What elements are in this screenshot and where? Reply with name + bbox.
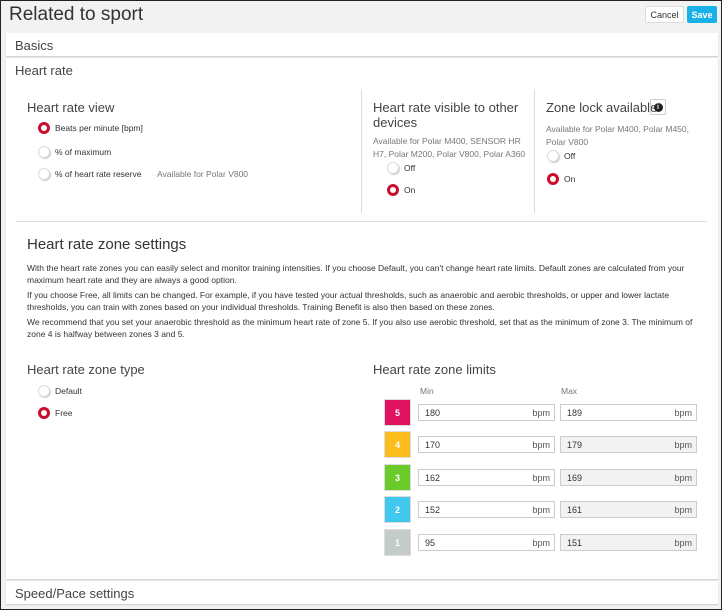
zone-lock-note: Available for Polar M400, Polar M450, Po… bbox=[546, 124, 690, 147]
basics-title[interactable]: Basics bbox=[15, 38, 54, 53]
info-button[interactable]: i bbox=[650, 99, 666, 115]
radio-label: On bbox=[564, 174, 576, 184]
unit-label: bpm bbox=[674, 407, 692, 418]
radio-icon bbox=[387, 184, 399, 196]
divider bbox=[361, 89, 362, 213]
radio-hr-reserve[interactable]: % of heart rate reserve bbox=[38, 168, 141, 180]
unit-label: bpm bbox=[532, 407, 550, 418]
radio-icon bbox=[38, 146, 50, 158]
zone-swatch: 5 bbox=[384, 399, 411, 426]
zone-max-value[interactable]: 189 bbox=[567, 407, 583, 418]
heart-rate-title[interactable]: Heart rate bbox=[15, 63, 73, 78]
unit-label: bpm bbox=[532, 537, 550, 548]
radio-lock-off[interactable]: Off bbox=[547, 150, 575, 162]
radio-label: % of maximum bbox=[55, 147, 112, 157]
hr-reserve-note: Available for Polar V800 bbox=[157, 169, 249, 179]
radio-zone-default[interactable]: Default bbox=[38, 385, 82, 397]
radio-icon bbox=[547, 150, 559, 162]
page-title: Related to sport bbox=[9, 4, 144, 25]
cancel-button[interactable]: Cancel bbox=[645, 6, 684, 23]
radio-icon bbox=[38, 385, 50, 397]
zone-settings-paragraph: If you choose Free, all limits can be ch… bbox=[27, 290, 670, 312]
zone-max-input: 169 bpm bbox=[560, 469, 697, 486]
zone-min-value[interactable]: 180 bbox=[425, 407, 441, 418]
hr-visible-note: Available for Polar M400, SENSOR HR H7, … bbox=[373, 136, 526, 159]
max-label: Max bbox=[561, 386, 578, 396]
save-button[interactable]: Save bbox=[687, 6, 717, 23]
zone-limits-title: Heart rate zone limits bbox=[373, 362, 496, 377]
unit-label: bpm bbox=[532, 472, 550, 483]
zone-settings-title: Heart rate zone settings bbox=[27, 236, 187, 253]
radio-percent-max[interactable]: % of maximum bbox=[38, 146, 111, 158]
unit-label: bpm bbox=[674, 472, 692, 483]
zone-max-value: 179 bbox=[567, 439, 583, 450]
zone-swatch: 4 bbox=[384, 431, 411, 458]
radio-label: Beats per minute [bpm] bbox=[55, 123, 143, 133]
zone-swatch: 3 bbox=[384, 464, 411, 491]
unit-label: bpm bbox=[532, 439, 550, 450]
radio-icon bbox=[38, 407, 50, 419]
zone-settings-paragraph: We recommend that you set your anaerobic… bbox=[27, 317, 693, 339]
radio-icon bbox=[547, 173, 559, 185]
radio-bpm[interactable]: Beats per minute [bpm] bbox=[38, 122, 143, 134]
radio-zone-free[interactable]: Free bbox=[38, 407, 72, 419]
speed-pace-title[interactable]: Speed/Pace settings bbox=[15, 586, 135, 601]
zone-min-input[interactable]: 95 bpm bbox=[418, 534, 555, 551]
zone-lock-title: Zone lock available bbox=[546, 100, 658, 115]
divider bbox=[16, 221, 707, 222]
zone-max-input: 179 bpm bbox=[560, 436, 697, 453]
radio-label: Off bbox=[404, 163, 416, 173]
zone-min-value[interactable]: 152 bbox=[425, 504, 441, 515]
basics-section[interactable]: Basics bbox=[6, 33, 718, 56]
radio-label: Off bbox=[564, 151, 576, 161]
radio-icon bbox=[38, 122, 50, 134]
radio-label: % of heart rate reserve bbox=[55, 169, 142, 179]
hr-view-title: Heart rate view bbox=[27, 100, 115, 115]
radio-label: Free bbox=[55, 408, 73, 418]
divider bbox=[534, 89, 535, 213]
zone-swatch: 1 bbox=[384, 529, 411, 556]
radio-icon bbox=[387, 162, 399, 174]
info-icon: i bbox=[653, 102, 663, 112]
zone-min-value[interactable]: 162 bbox=[425, 472, 441, 483]
min-label: Min bbox=[420, 386, 434, 396]
zone-max-input[interactable]: 189 bpm bbox=[560, 404, 697, 421]
zone-swatch: 2 bbox=[384, 496, 411, 523]
zone-max-input: 151 bpm bbox=[560, 534, 697, 551]
unit-label: bpm bbox=[532, 504, 550, 515]
radio-icon bbox=[38, 168, 50, 180]
unit-label: bpm bbox=[674, 537, 692, 548]
zone-max-value: 169 bbox=[567, 472, 583, 483]
zone-min-input[interactable]: 180 bpm bbox=[418, 404, 555, 421]
speed-pace-section[interactable]: Speed/Pace settings bbox=[6, 581, 718, 604]
radio-lock-on[interactable]: On bbox=[547, 173, 575, 185]
zone-min-value[interactable]: 170 bbox=[425, 439, 441, 450]
zone-max-input: 161 bpm bbox=[560, 501, 697, 518]
zone-max-value: 151 bbox=[567, 537, 583, 548]
zone-type-title: Heart rate zone type bbox=[27, 362, 145, 377]
unit-label: bpm bbox=[674, 504, 692, 515]
radio-label: On bbox=[404, 185, 416, 195]
unit-label: bpm bbox=[674, 439, 692, 450]
zone-min-input[interactable]: 170 bpm bbox=[418, 436, 555, 453]
zone-max-value: 161 bbox=[567, 504, 583, 515]
zone-min-input[interactable]: 162 bpm bbox=[418, 469, 555, 486]
radio-visible-on[interactable]: On bbox=[387, 184, 415, 196]
heart-rate-section: Heart rate Heart rate view Beats per min… bbox=[6, 58, 718, 579]
hr-visible-title: Heart rate visible to other devices bbox=[373, 100, 519, 130]
zone-min-input[interactable]: 152 bpm bbox=[418, 501, 555, 518]
radio-label: Default bbox=[55, 386, 82, 396]
zone-min-value[interactable]: 95 bbox=[425, 537, 436, 548]
zone-settings-paragraph: With the heart rate zones you can easily… bbox=[27, 263, 685, 285]
radio-visible-off[interactable]: Off bbox=[387, 162, 415, 174]
